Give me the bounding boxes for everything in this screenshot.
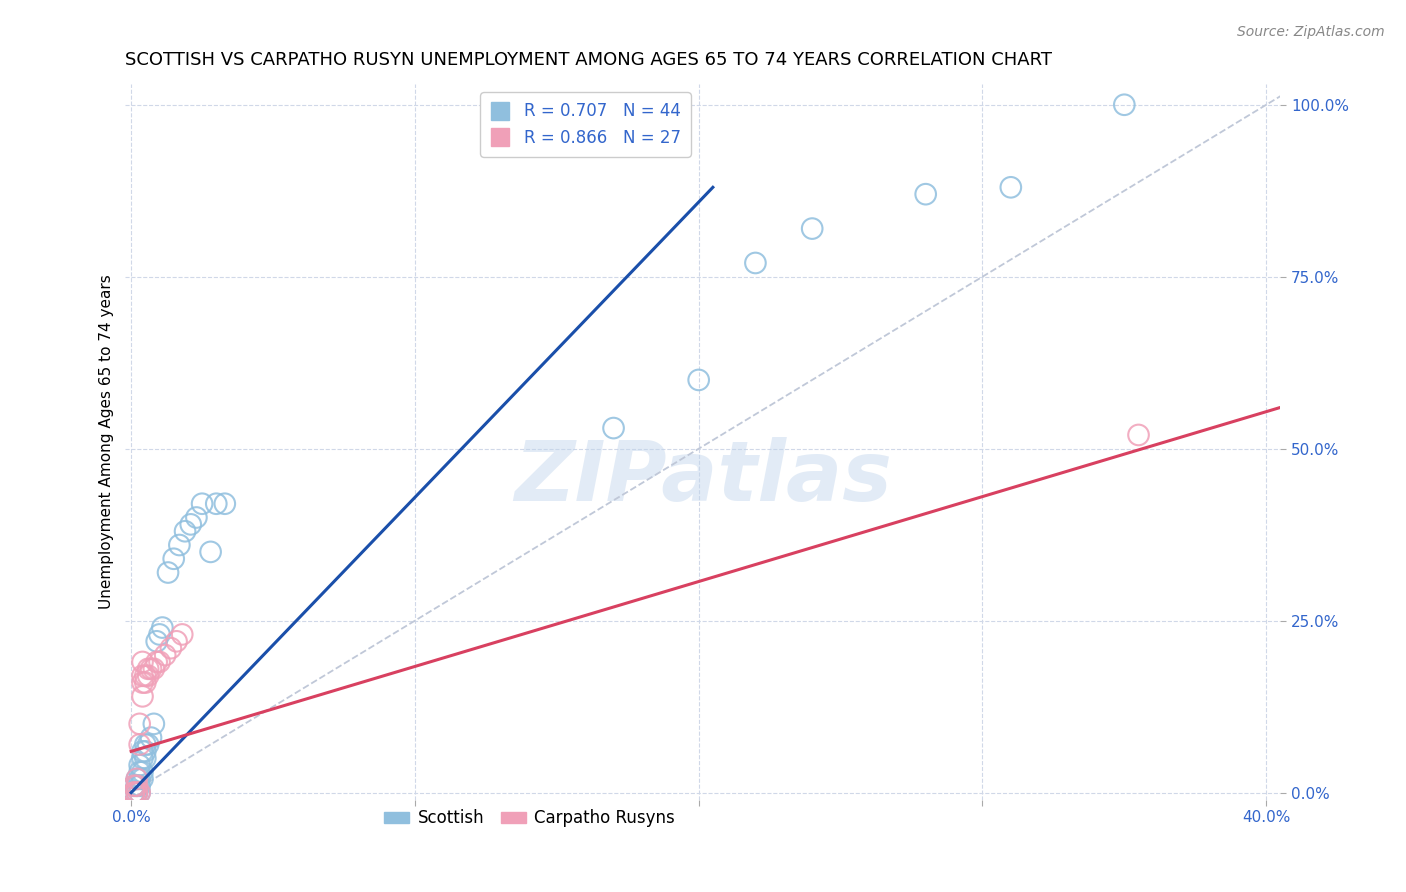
Point (142, 662, 165, 676)
Point (125, 772, 148, 786)
Point (148, 655, 170, 669)
Point (145, 634, 167, 648)
Point (128, 772, 150, 786)
Point (166, 634, 188, 648)
Point (1128, 428, 1150, 442)
Point (142, 716, 165, 731)
Point (128, 758, 150, 772)
Point (131, 764, 153, 779)
Point (134, 751, 156, 765)
Point (122, 786, 145, 800)
Point (128, 716, 150, 731)
Point (122, 779, 145, 793)
Point (134, 738, 156, 752)
Point (122, 786, 145, 800)
Point (128, 779, 150, 793)
Point (148, 627, 170, 641)
Point (131, 655, 153, 669)
Point (134, 744, 156, 758)
Point (134, 669, 156, 683)
Point (131, 675, 153, 690)
Point (914, 187, 936, 202)
Point (128, 764, 150, 779)
Point (153, 648, 176, 662)
Point (744, 256, 766, 270)
Point (180, 517, 202, 532)
Point (125, 779, 148, 793)
Point (131, 744, 153, 758)
Point (214, 497, 236, 511)
Legend: Scottish, Carpatho Rusyns: Scottish, Carpatho Rusyns (378, 803, 682, 834)
Text: Source: ZipAtlas.com: Source: ZipAtlas.com (1237, 25, 1385, 39)
Point (139, 662, 162, 676)
Point (602, 421, 624, 435)
Point (122, 786, 145, 800)
Point (801, 221, 824, 235)
Point (688, 373, 710, 387)
Point (200, 545, 222, 559)
Point (205, 497, 228, 511)
Point (186, 510, 208, 524)
Point (122, 786, 145, 800)
Y-axis label: Unemployment Among Ages 65 to 74 years: Unemployment Among Ages 65 to 74 years (100, 275, 114, 609)
Point (136, 662, 159, 676)
Point (191, 497, 214, 511)
Point (125, 772, 148, 786)
Point (1000, 180, 1022, 194)
Point (128, 738, 150, 752)
Point (163, 551, 186, 566)
Point (134, 675, 156, 690)
Point (128, 786, 150, 800)
Point (122, 786, 145, 800)
Point (136, 669, 159, 683)
Point (125, 779, 148, 793)
Point (131, 669, 153, 683)
Point (174, 524, 197, 539)
Point (125, 786, 148, 800)
Point (125, 786, 148, 800)
Point (136, 738, 159, 752)
Point (145, 655, 167, 669)
Point (131, 751, 153, 765)
Text: ZIPatlas: ZIPatlas (515, 437, 891, 518)
Point (160, 641, 183, 656)
Point (139, 731, 162, 745)
Text: SCOTTISH VS CARPATHO RUSYN UNEMPLOYMENT AMONG AGES 65 TO 74 YEARS CORRELATION CH: SCOTTISH VS CARPATHO RUSYN UNEMPLOYMENT … (125, 51, 1053, 69)
Point (150, 621, 173, 635)
Point (172, 627, 194, 641)
Point (131, 690, 153, 704)
Point (128, 786, 150, 800)
Point (122, 779, 145, 793)
Point (131, 772, 153, 786)
Point (169, 538, 191, 552)
Point (125, 786, 148, 800)
Point (125, 779, 148, 793)
Point (1114, 97, 1136, 112)
Point (157, 566, 180, 580)
Point (125, 786, 148, 800)
